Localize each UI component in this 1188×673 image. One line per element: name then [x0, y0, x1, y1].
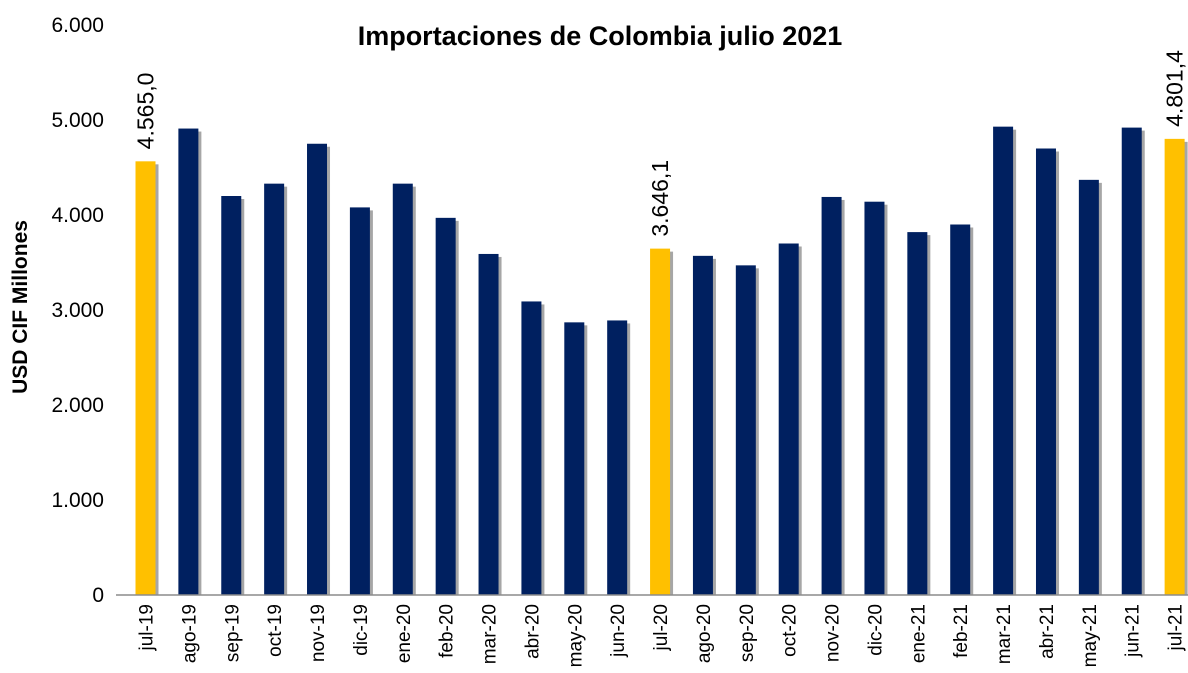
y-tick-label: 0: [92, 584, 104, 607]
bars-layer: [135, 126, 1188, 596]
bar-jul-19: [135, 161, 156, 595]
x-tick-label: oct-20: [780, 604, 801, 657]
x-tick-label: sep-19: [222, 604, 243, 662]
bar-oct-20: [778, 243, 799, 595]
bar-may-21: [1078, 179, 1099, 595]
bar-ago-20: [692, 255, 713, 595]
bar-ene-21: [907, 232, 928, 595]
bar-sep-19: [221, 196, 242, 595]
bar-nov-20: [821, 196, 842, 595]
bar-abr-21: [1035, 148, 1056, 595]
y-tick-label: 6.000: [51, 14, 104, 37]
data-label: 4.801,4: [1162, 50, 1188, 127]
x-tick-label: jun-20: [608, 604, 629, 658]
x-tick-label: jul-21: [1166, 604, 1187, 651]
y-ticks-layer: 0 1.000 2.000 3.000 4.000 5.000 6.000: [51, 14, 104, 607]
x-tick-label: may-21: [1080, 604, 1101, 667]
x-tick-label: oct-19: [265, 604, 286, 657]
bar-feb-20: [435, 217, 456, 595]
x-tick-label: feb-21: [951, 604, 972, 658]
x-tick-label: ago-19: [179, 604, 200, 663]
bar-abr-20: [521, 301, 542, 595]
bar-mar-20: [478, 253, 499, 595]
x-tick-label: may-20: [565, 604, 586, 667]
x-tick-label: feb-20: [437, 604, 458, 658]
x-tick-label: abr-20: [522, 604, 543, 659]
data-labels-layer: 4.565,0 3.646,1 4.801,4: [133, 50, 1188, 237]
bar-jul-21: [1164, 138, 1185, 595]
bar-ene-20: [392, 183, 413, 595]
x-tick-label: jul-19: [137, 604, 158, 651]
bar-jun-21: [1121, 127, 1142, 595]
bar-feb-21: [950, 224, 971, 595]
bar-jul-20: [650, 248, 671, 596]
y-tick-label: 5.000: [51, 109, 104, 132]
x-tick-label: dic-20: [865, 604, 886, 656]
x-tick-label: sep-20: [737, 604, 758, 662]
x-tick-label: mar-21: [994, 604, 1015, 664]
x-tick-label: ago-20: [694, 604, 715, 663]
bar-jun-20: [607, 320, 628, 595]
data-label: 3.646,1: [647, 160, 673, 237]
x-tick-label: dic-19: [351, 604, 372, 656]
bar-dic-20: [864, 201, 885, 595]
chart-title: Importaciones de Colombia julio 2021: [358, 21, 843, 51]
bar-dic-19: [349, 207, 370, 595]
x-tick-label: ene-20: [394, 604, 415, 663]
bar-nov-19: [307, 143, 328, 595]
x-tick-label: nov-20: [823, 604, 844, 662]
y-tick-label: 3.000: [51, 299, 104, 322]
y-tick-label: 1.000: [51, 489, 104, 512]
bar-ago-19: [178, 128, 199, 596]
x-tick-label: nov-19: [308, 604, 329, 662]
x-tick-label: ene-21: [908, 604, 929, 663]
x-tick-label: jun-21: [1123, 604, 1144, 658]
data-label: 4.565,0: [133, 73, 159, 150]
x-ticks-layer: jul-19 ago-19 sep-19 oct-19 nov-19 dic-19 ene-…: [137, 604, 1187, 667]
y-tick-label: 4.000: [51, 204, 104, 227]
x-tick-label: mar-20: [480, 604, 501, 664]
bar-may-20: [564, 322, 585, 595]
y-axis-label: USD CIF Millones: [9, 220, 32, 394]
x-tick-label: abr-21: [1037, 604, 1058, 659]
bar-sep-20: [735, 265, 756, 595]
bar-oct-19: [264, 183, 285, 595]
y-tick-label: 2.000: [51, 394, 104, 417]
x-tick-label: jul-20: [651, 604, 672, 651]
bar-mar-21: [993, 126, 1014, 596]
